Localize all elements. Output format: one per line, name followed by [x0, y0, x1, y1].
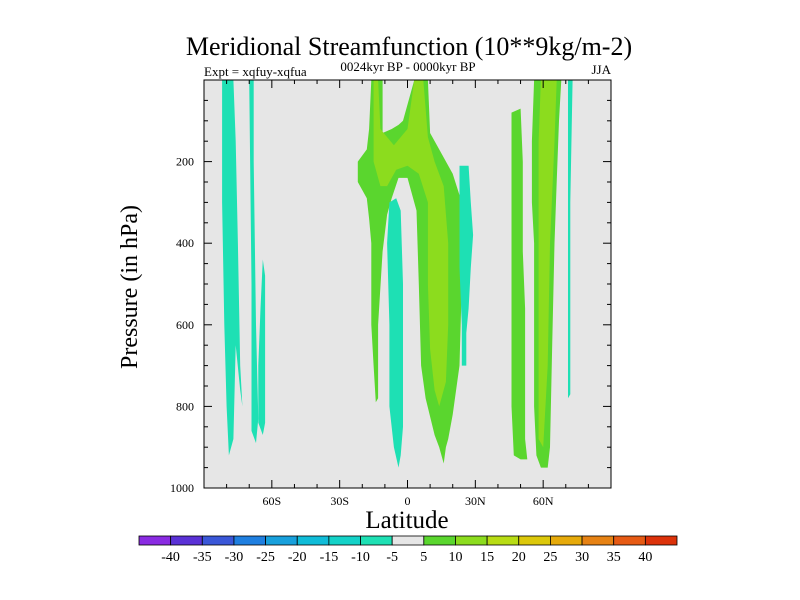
x-axis-title: Latitude — [365, 507, 448, 534]
colorbar-swatch — [201, 535, 235, 546]
colorbar: -40 -35 -30 -25 -20 -15 -10 -5 5 10 15 20 25 30 35 40 — [138, 535, 678, 565]
colorbar-swatch — [613, 535, 646, 546]
contour-region-tropics-pos-inner — [373, 80, 449, 407]
colorbar-swatch — [486, 535, 520, 546]
season-label: JJA — [591, 62, 611, 77]
colorbar-swatch — [581, 535, 615, 546]
colorbar-label: 35 — [607, 550, 621, 565]
colorbar-swatch — [455, 535, 488, 546]
colorbar-swatch — [296, 535, 330, 546]
x-tick-label: 60N — [533, 494, 554, 508]
contour-regions — [222, 80, 573, 468]
colorbar-label: -15 — [320, 550, 339, 565]
colorbar-swatch — [518, 535, 551, 546]
colorbar-label: 40 — [638, 550, 652, 565]
colorbar-label: 20 — [512, 550, 526, 565]
colorbar-swatch — [550, 535, 583, 546]
contour-region-nh-polar-neg — [568, 80, 573, 399]
axis-ticks: 60S 30S 0 30N 60N 200 400 600 800 1000 — [170, 80, 611, 508]
contour-region-nh-sub-neg — [459, 165, 474, 366]
colorbar-label: -30 — [225, 550, 244, 565]
contour-region-nh-polar-pos-inner — [538, 80, 557, 448]
x-tick-label: 30S — [330, 494, 349, 508]
colorbar-swatch — [265, 535, 298, 546]
x-tick-label: 0 — [405, 494, 411, 508]
contour-region-sh-60-neg — [249, 80, 259, 444]
contour-region-sh-60-neg-b — [258, 259, 266, 435]
y-axis-title: Pressure (in hPa) — [117, 205, 143, 369]
x-tick-label: 60S — [262, 494, 281, 508]
colorbar-swatch — [233, 535, 266, 546]
experiment-label: Expt = xqfuy-xqfua — [204, 64, 307, 79]
colorbar-swatch — [644, 535, 678, 546]
colorbar-label: 25 — [543, 550, 557, 565]
colorbar-label: -25 — [256, 550, 275, 565]
colorbar-swatch — [328, 535, 361, 546]
contour-region-sh-sub-neg — [387, 198, 403, 468]
colorbar-label: 30 — [575, 550, 589, 565]
colorbar-label: -40 — [161, 550, 180, 565]
contour-region-nh-mid-pos-outer — [511, 108, 528, 460]
y-tick-label: 400 — [176, 236, 194, 250]
chart-title: Meridional Streamfunction (10**9kg/m-2) — [186, 32, 632, 61]
colorbar-swatch — [423, 535, 456, 546]
colorbar-swatch — [170, 535, 203, 546]
chart-subtitle: 0024kyr BP - 0000kyr BP — [340, 59, 475, 74]
colorbar-label: -5 — [386, 550, 398, 565]
colorbar-label: -10 — [351, 550, 370, 565]
colorbar-label: -35 — [193, 550, 212, 565]
colorbar-swatch — [138, 535, 172, 546]
colorbar-label: 5 — [420, 550, 427, 565]
y-tick-label: 1000 — [170, 481, 194, 495]
y-tick-label: 800 — [176, 399, 194, 413]
colorbar-swatch — [360, 535, 393, 546]
colorbar-label: 15 — [480, 550, 494, 565]
x-tick-label: 30N — [465, 494, 486, 508]
colorbar-swatch — [391, 535, 425, 546]
colorbar-label: 10 — [449, 550, 463, 565]
y-tick-label: 600 — [176, 318, 194, 332]
y-tick-label: 200 — [176, 155, 194, 169]
contour-region-sh-polar-neg — [222, 80, 243, 456]
colorbar-label: -20 — [288, 550, 307, 565]
